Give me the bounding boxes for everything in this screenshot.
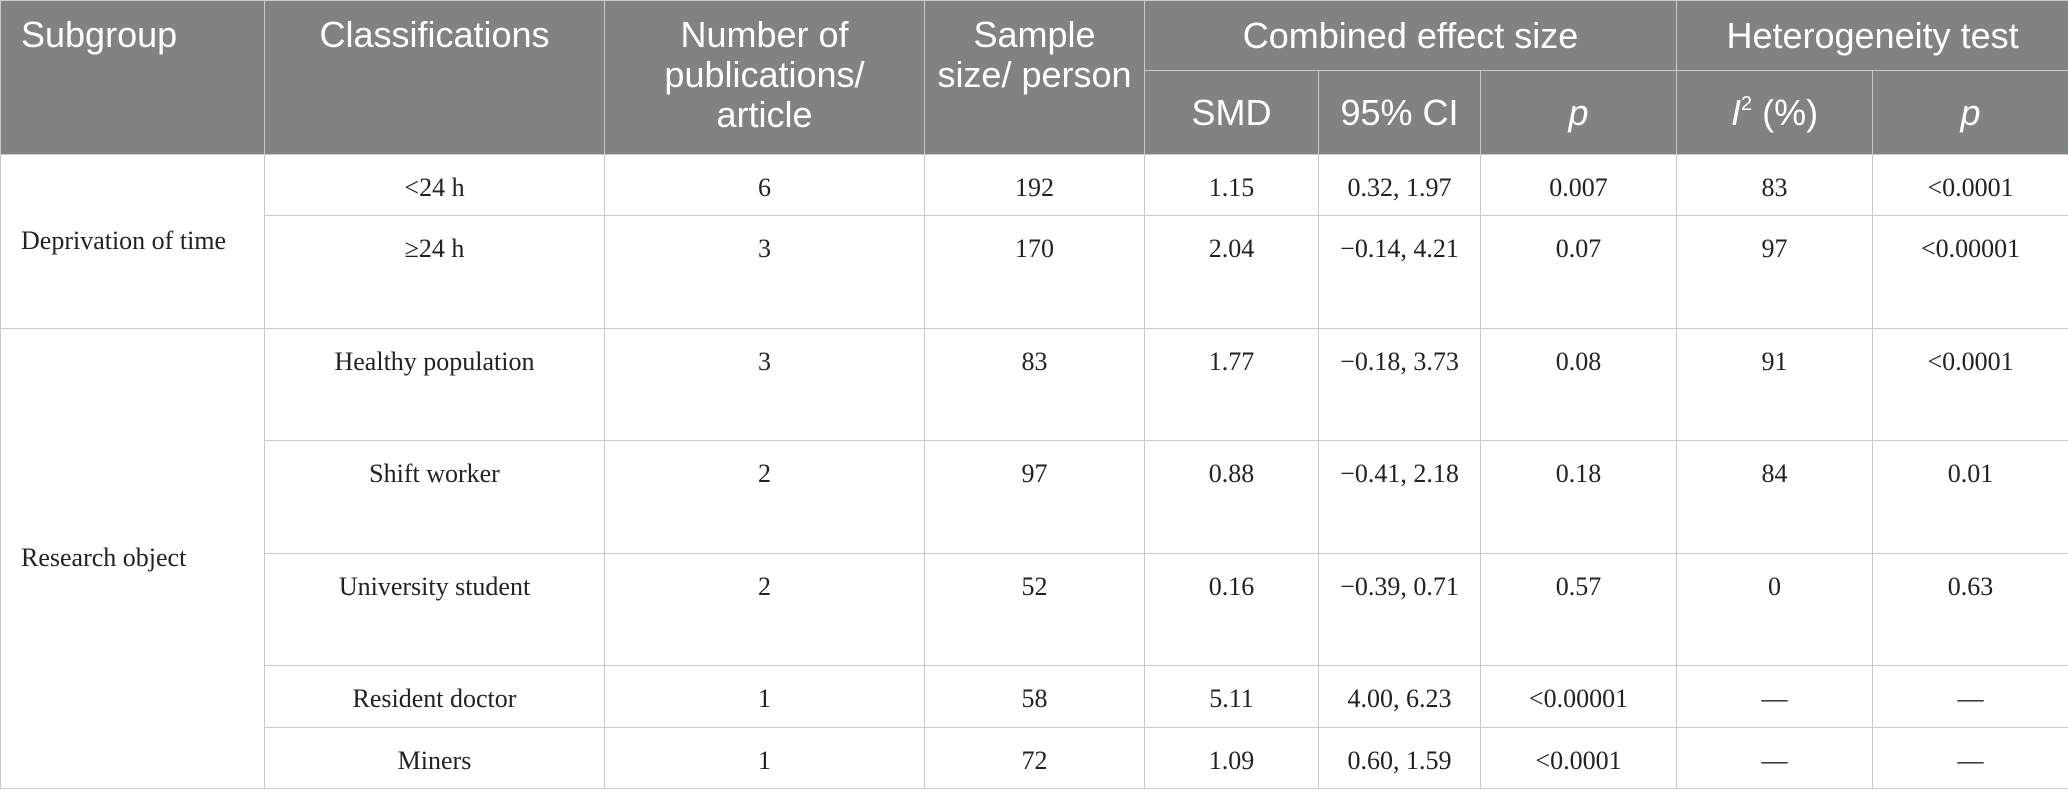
sample-cell: 97 [924, 440, 1145, 554]
smd-cell: 2.04 [1144, 215, 1319, 329]
smd-cell: 0.88 [1144, 440, 1319, 554]
p-het-cell: 0.01 [1872, 440, 2068, 554]
classification-cell: <24 h [264, 153, 605, 217]
smd-cell: 1.15 [1144, 153, 1319, 217]
classification-cell: Resident doctor [264, 665, 605, 728]
table-row: ≥24 h 3 170 2.04 −0.14, 4.21 0.07 97 <0.… [1, 215, 2068, 329]
p-het-cell: — [1872, 665, 2068, 728]
p-het-cell: <0.0001 [1872, 153, 2068, 217]
ci-cell: 0.60, 1.59 [1318, 726, 1481, 790]
p-cell: <0.0001 [1479, 726, 1678, 790]
group-label: Research object [0, 327, 265, 790]
header-smd: SMD [1144, 70, 1319, 155]
smd-cell: 1.09 [1144, 726, 1319, 790]
i2-cell: 0 [1676, 552, 1874, 667]
ci-cell: −0.14, 4.21 [1318, 215, 1481, 329]
p-cell: 0.57 [1479, 552, 1678, 667]
i2-cell: 97 [1676, 215, 1874, 329]
publications-cell: 1 [604, 665, 925, 728]
i2-superscript: 2 [1740, 92, 1753, 115]
table-row: Deprivation of time <24 h 6 192 1.15 0.3… [0, 153, 2068, 329]
header-combined-effect-size: Combined effect size [1143, 0, 1678, 71]
table-body: Deprivation of time <24 h 6 192 1.15 0.3… [0, 153, 2068, 790]
sample-cell: 72 [924, 726, 1145, 790]
p-het-cell: 0.63 [1872, 552, 2068, 667]
header-p-heterogeneity: p [1872, 70, 2068, 155]
subgroup-analysis-table: Subgroup Classifications Number of publi… [0, 0, 2068, 790]
ci-value: −0.41, 2.18 [1340, 459, 1459, 489]
sample-cell: 83 [924, 327, 1145, 442]
p-cell: 0.07 [1479, 215, 1678, 329]
publications-cell: 3 [604, 327, 925, 442]
p-het-cell: — [1872, 726, 2068, 790]
smd-cell: 0.16 [1144, 552, 1319, 667]
sample-cell: 170 [924, 215, 1145, 329]
ci-cell: 0.32, 1.97 [1318, 153, 1481, 217]
sample-cell: 58 [924, 665, 1145, 728]
classification-cell: ≥24 h [264, 215, 605, 329]
publications-cell: 6 [604, 153, 925, 217]
classification-cell: Miners [264, 726, 605, 790]
group-label: Deprivation of time [0, 154, 265, 329]
i2-cell: 83 [1676, 153, 1874, 217]
table-row: Miners 1 72 1.09 0.60, 1.59 <0.0001 — — [1, 726, 2068, 790]
i2-cell: 84 [1676, 440, 1874, 554]
table-row: Research object Healthy population 3 83 … [0, 327, 2068, 790]
i2-cell: 91 [1676, 327, 1874, 442]
publications-cell: 3 [604, 215, 925, 329]
publications-cell: 2 [604, 552, 925, 667]
ci-value: −0.18, 3.73 [1340, 346, 1459, 376]
header-sample-size: Sample size/ person [924, 0, 1145, 155]
p-het-cell: <0.00001 [1872, 215, 2068, 329]
i2-letter: I [1730, 91, 1741, 133]
publications-cell: 1 [604, 726, 925, 790]
header-publications: Number of publications/ article [604, 0, 925, 155]
header-i-squared: I2 (%) [1676, 70, 1874, 155]
p-cell: 0.007 [1479, 153, 1678, 217]
classification-cell: University student [264, 552, 605, 667]
i2-unit: (%) [1752, 91, 1819, 133]
header-classifications: Classifications [264, 0, 605, 155]
ci-value: 0.32, 1.97 [1347, 173, 1452, 202]
p-cell: 0.18 [1479, 440, 1678, 554]
ci-cell: −0.18, 3.73 [1318, 327, 1481, 442]
smd-cell: 1.77 [1144, 327, 1319, 442]
classification-cell: Healthy population [264, 327, 605, 442]
classification-cell: Shift worker [264, 440, 605, 554]
table-row: Resident doctor 1 58 5.11 4.00, 6.23 <0.… [1, 665, 2068, 728]
ci-value: 0.60, 1.59 [1347, 745, 1452, 775]
ci-value: −0.39, 0.71 [1340, 571, 1459, 601]
i2-cell: — [1676, 726, 1874, 790]
ci-value: 4.00, 6.23 [1347, 684, 1452, 714]
table-row: Shift worker 2 97 0.88 −0.41, 2.18 0.18 … [1, 440, 2068, 554]
ci-value: −0.14, 4.21 [1340, 234, 1459, 264]
sample-cell: 192 [924, 153, 1145, 217]
header-subgroup: Subgroup [0, 0, 265, 155]
p-cell: <0.00001 [1479, 665, 1678, 728]
p-het-cell: <0.0001 [1872, 327, 2068, 442]
i2-cell: — [1676, 665, 1874, 728]
header-p-effect: p [1479, 70, 1678, 155]
header-95-ci: 95% CI [1318, 70, 1481, 155]
sample-cell: 52 [924, 552, 1145, 667]
table-row: University student 2 52 0.16 −0.39, 0.71… [1, 552, 2068, 667]
ci-cell: −0.39, 0.71 [1318, 552, 1481, 667]
smd-cell: 5.11 [1144, 665, 1319, 728]
publications-cell: 2 [604, 440, 925, 554]
header-heterogeneity-test: Heterogeneity test [1676, 0, 2068, 71]
ci-cell: 4.00, 6.23 [1318, 665, 1481, 728]
table-header: Subgroup Classifications Number of publi… [0, 0, 2068, 155]
p-cell: 0.08 [1479, 327, 1678, 442]
ci-cell: −0.41, 2.18 [1318, 440, 1481, 554]
